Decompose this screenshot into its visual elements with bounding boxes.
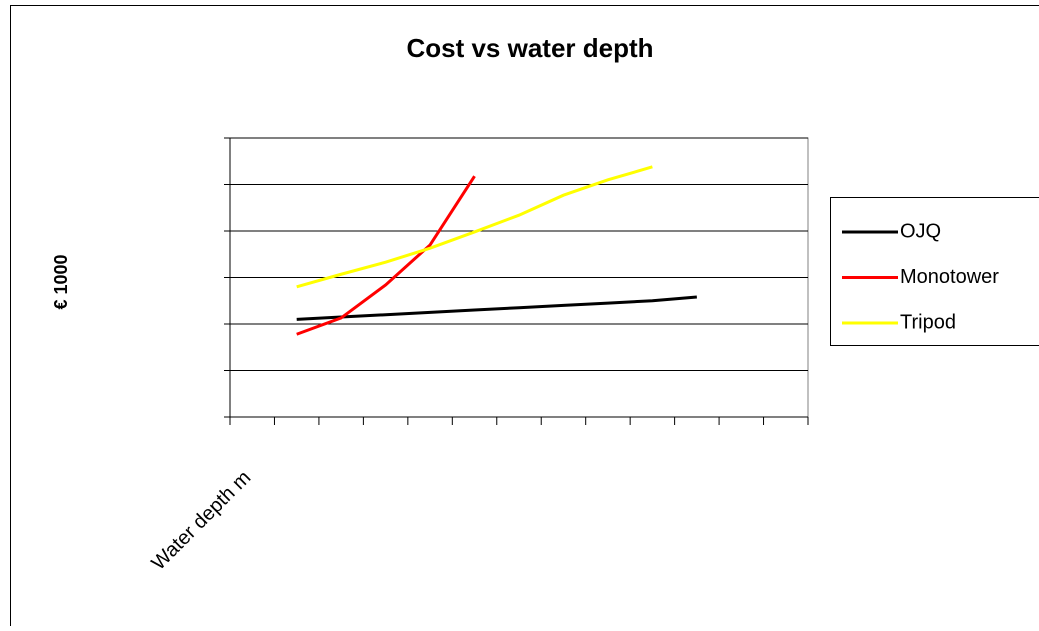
- legend-label: Monotower: [900, 266, 999, 288]
- y-axis-label: € 1000: [51, 254, 71, 309]
- legend-label: Tripod: [900, 311, 956, 333]
- legend-label: OJQ: [900, 220, 941, 242]
- chart-title: Cost vs water depth: [406, 33, 653, 63]
